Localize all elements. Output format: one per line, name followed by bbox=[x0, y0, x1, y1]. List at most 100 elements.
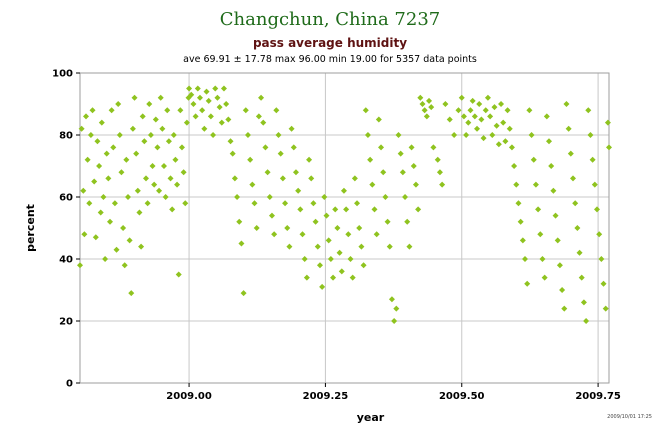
data-point bbox=[86, 200, 93, 207]
data-point bbox=[242, 107, 249, 114]
data-point bbox=[498, 101, 505, 107]
data-point bbox=[543, 113, 550, 120]
data-point bbox=[504, 107, 511, 114]
data-point bbox=[100, 194, 107, 200]
data-point bbox=[513, 181, 520, 188]
axes-layer bbox=[76, 72, 610, 387]
data-point bbox=[157, 94, 164, 101]
data-point bbox=[225, 116, 232, 123]
data-point bbox=[205, 97, 212, 104]
labels-layer: 0 20 40 60 80 100 2009.00 2009.25 2009.50 2009.75… bbox=[24, 69, 621, 425]
data-point bbox=[395, 132, 402, 138]
data-point bbox=[288, 125, 295, 132]
data-point bbox=[522, 256, 529, 262]
data-point bbox=[526, 107, 533, 114]
data-point bbox=[97, 209, 104, 216]
data-point bbox=[476, 101, 483, 107]
data-point bbox=[240, 290, 247, 297]
data-point bbox=[177, 107, 184, 114]
data-point bbox=[138, 243, 145, 250]
data-point bbox=[207, 113, 214, 120]
grid-layer bbox=[80, 72, 609, 384]
data-point bbox=[491, 104, 498, 111]
data-point bbox=[102, 256, 109, 262]
data-point bbox=[147, 132, 154, 138]
data-point bbox=[446, 116, 453, 123]
data-point bbox=[426, 97, 433, 104]
data-point bbox=[89, 107, 96, 114]
data-point bbox=[134, 187, 141, 194]
data-point bbox=[110, 144, 117, 151]
data-point bbox=[404, 218, 411, 225]
stats-summary: ave 69.91 ± 17.78 max 96.00 min 19.00 fo… bbox=[183, 54, 477, 65]
x-tick-label: 2009.50 bbox=[439, 391, 485, 402]
data-point bbox=[532, 181, 539, 188]
data-point bbox=[323, 212, 330, 219]
data-point bbox=[546, 138, 553, 145]
data-point bbox=[460, 113, 467, 120]
data-point bbox=[556, 262, 563, 269]
data-point bbox=[334, 225, 341, 231]
data-point bbox=[399, 169, 406, 176]
data-point bbox=[123, 156, 130, 163]
data-point bbox=[172, 156, 179, 163]
data-point bbox=[77, 262, 83, 269]
data-point bbox=[580, 299, 587, 306]
data-point bbox=[234, 194, 241, 200]
data-point bbox=[192, 113, 199, 120]
data-point bbox=[430, 144, 437, 151]
data-point bbox=[277, 150, 284, 157]
x-axis-label: year bbox=[357, 411, 385, 424]
chart-title: Changchun, China 7237 bbox=[219, 9, 441, 30]
data-point bbox=[188, 91, 195, 98]
data-point bbox=[203, 88, 210, 95]
data-point bbox=[598, 256, 605, 262]
data-point bbox=[539, 256, 546, 262]
data-point bbox=[585, 107, 592, 114]
data-point bbox=[410, 163, 417, 169]
data-point bbox=[165, 138, 172, 145]
data-point bbox=[284, 225, 291, 231]
data-point bbox=[506, 125, 513, 132]
data-point bbox=[465, 119, 472, 126]
data-point bbox=[511, 163, 518, 169]
y-axis-label: percent bbox=[24, 204, 37, 252]
data-point bbox=[96, 163, 103, 169]
data-point bbox=[275, 132, 282, 138]
data-point bbox=[417, 94, 424, 101]
data-point bbox=[169, 206, 176, 213]
y-tick-label: 0 bbox=[66, 379, 73, 390]
data-point bbox=[480, 135, 487, 142]
data-point bbox=[162, 194, 169, 200]
data-point bbox=[194, 85, 201, 92]
data-point bbox=[82, 113, 89, 120]
data-point bbox=[136, 209, 143, 216]
data-point bbox=[384, 218, 391, 225]
data-point bbox=[124, 194, 131, 200]
data-point bbox=[596, 231, 603, 238]
data-point bbox=[347, 256, 354, 262]
data-point bbox=[146, 101, 153, 107]
data-point bbox=[421, 107, 428, 114]
data-point bbox=[354, 200, 361, 207]
data-point bbox=[118, 169, 125, 176]
data-point bbox=[160, 163, 167, 169]
data-point bbox=[105, 175, 112, 182]
data-point bbox=[218, 119, 225, 126]
data-point bbox=[139, 113, 146, 120]
data-point bbox=[81, 231, 88, 238]
data-point bbox=[113, 246, 120, 253]
y-tick-label: 40 bbox=[59, 255, 73, 266]
data-point bbox=[301, 256, 308, 262]
data-point bbox=[563, 101, 570, 107]
data-point bbox=[164, 107, 171, 114]
data-point bbox=[367, 156, 374, 163]
data-point bbox=[111, 200, 118, 207]
data-point bbox=[371, 206, 378, 213]
data-point bbox=[502, 138, 509, 145]
data-point bbox=[142, 175, 149, 182]
data-point bbox=[471, 113, 478, 120]
data-point bbox=[253, 225, 260, 231]
data-point bbox=[108, 107, 115, 114]
